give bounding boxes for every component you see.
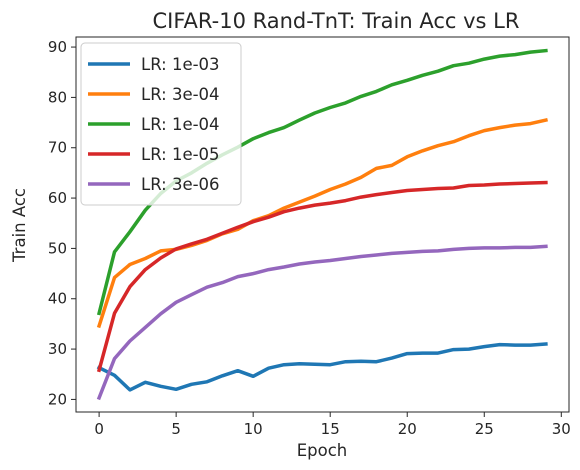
x-tick-label: 5	[171, 420, 181, 438]
chart-title: CIFAR-10 Rand-TnT: Train Acc vs LR	[153, 9, 520, 33]
legend-label-3: LR: 1e-05	[141, 145, 220, 164]
legend-label-0: LR: 1e-03	[141, 55, 220, 74]
y-tick-label: 40	[48, 290, 67, 308]
series-line-4	[96, 244, 548, 401]
legend-label-2: LR: 1e-04	[141, 115, 220, 134]
y-tick-label: 20	[48, 390, 67, 408]
y-tick-label: 30	[48, 340, 67, 358]
x-axis-label: Epoch	[297, 441, 348, 460]
legend-label-1: LR: 3e-04	[141, 85, 220, 104]
y-tick-label: 50	[48, 239, 67, 257]
series-line-0	[96, 342, 548, 392]
y-tick-label: 60	[48, 189, 67, 207]
legend-label-4: LR: 3e-06	[141, 175, 220, 194]
x-tick-label: 30	[552, 420, 571, 438]
y-tick-label: 80	[48, 88, 67, 106]
y-axis: 20 30 40 50 60 70 80 90	[48, 38, 76, 408]
series-line-3	[96, 180, 548, 373]
x-tick-label: 25	[475, 420, 494, 438]
x-axis: 0 5 10 15 20 25 30	[94, 412, 571, 438]
y-tick-label: 70	[48, 139, 67, 157]
x-tick-label: 10	[244, 420, 263, 438]
y-axis-label: Train Acc	[10, 188, 29, 263]
x-tick-label: 15	[321, 420, 340, 438]
legend: LR: 1e-03 LR: 3e-04 LR: 1e-04 LR: 1e-05 LR: …	[80, 42, 242, 206]
legend-box	[80, 42, 242, 206]
x-tick-label: 0	[94, 420, 104, 438]
y-tick-label: 90	[48, 38, 67, 56]
x-tick-label: 20	[398, 420, 417, 438]
plot-frame	[75, 36, 570, 413]
